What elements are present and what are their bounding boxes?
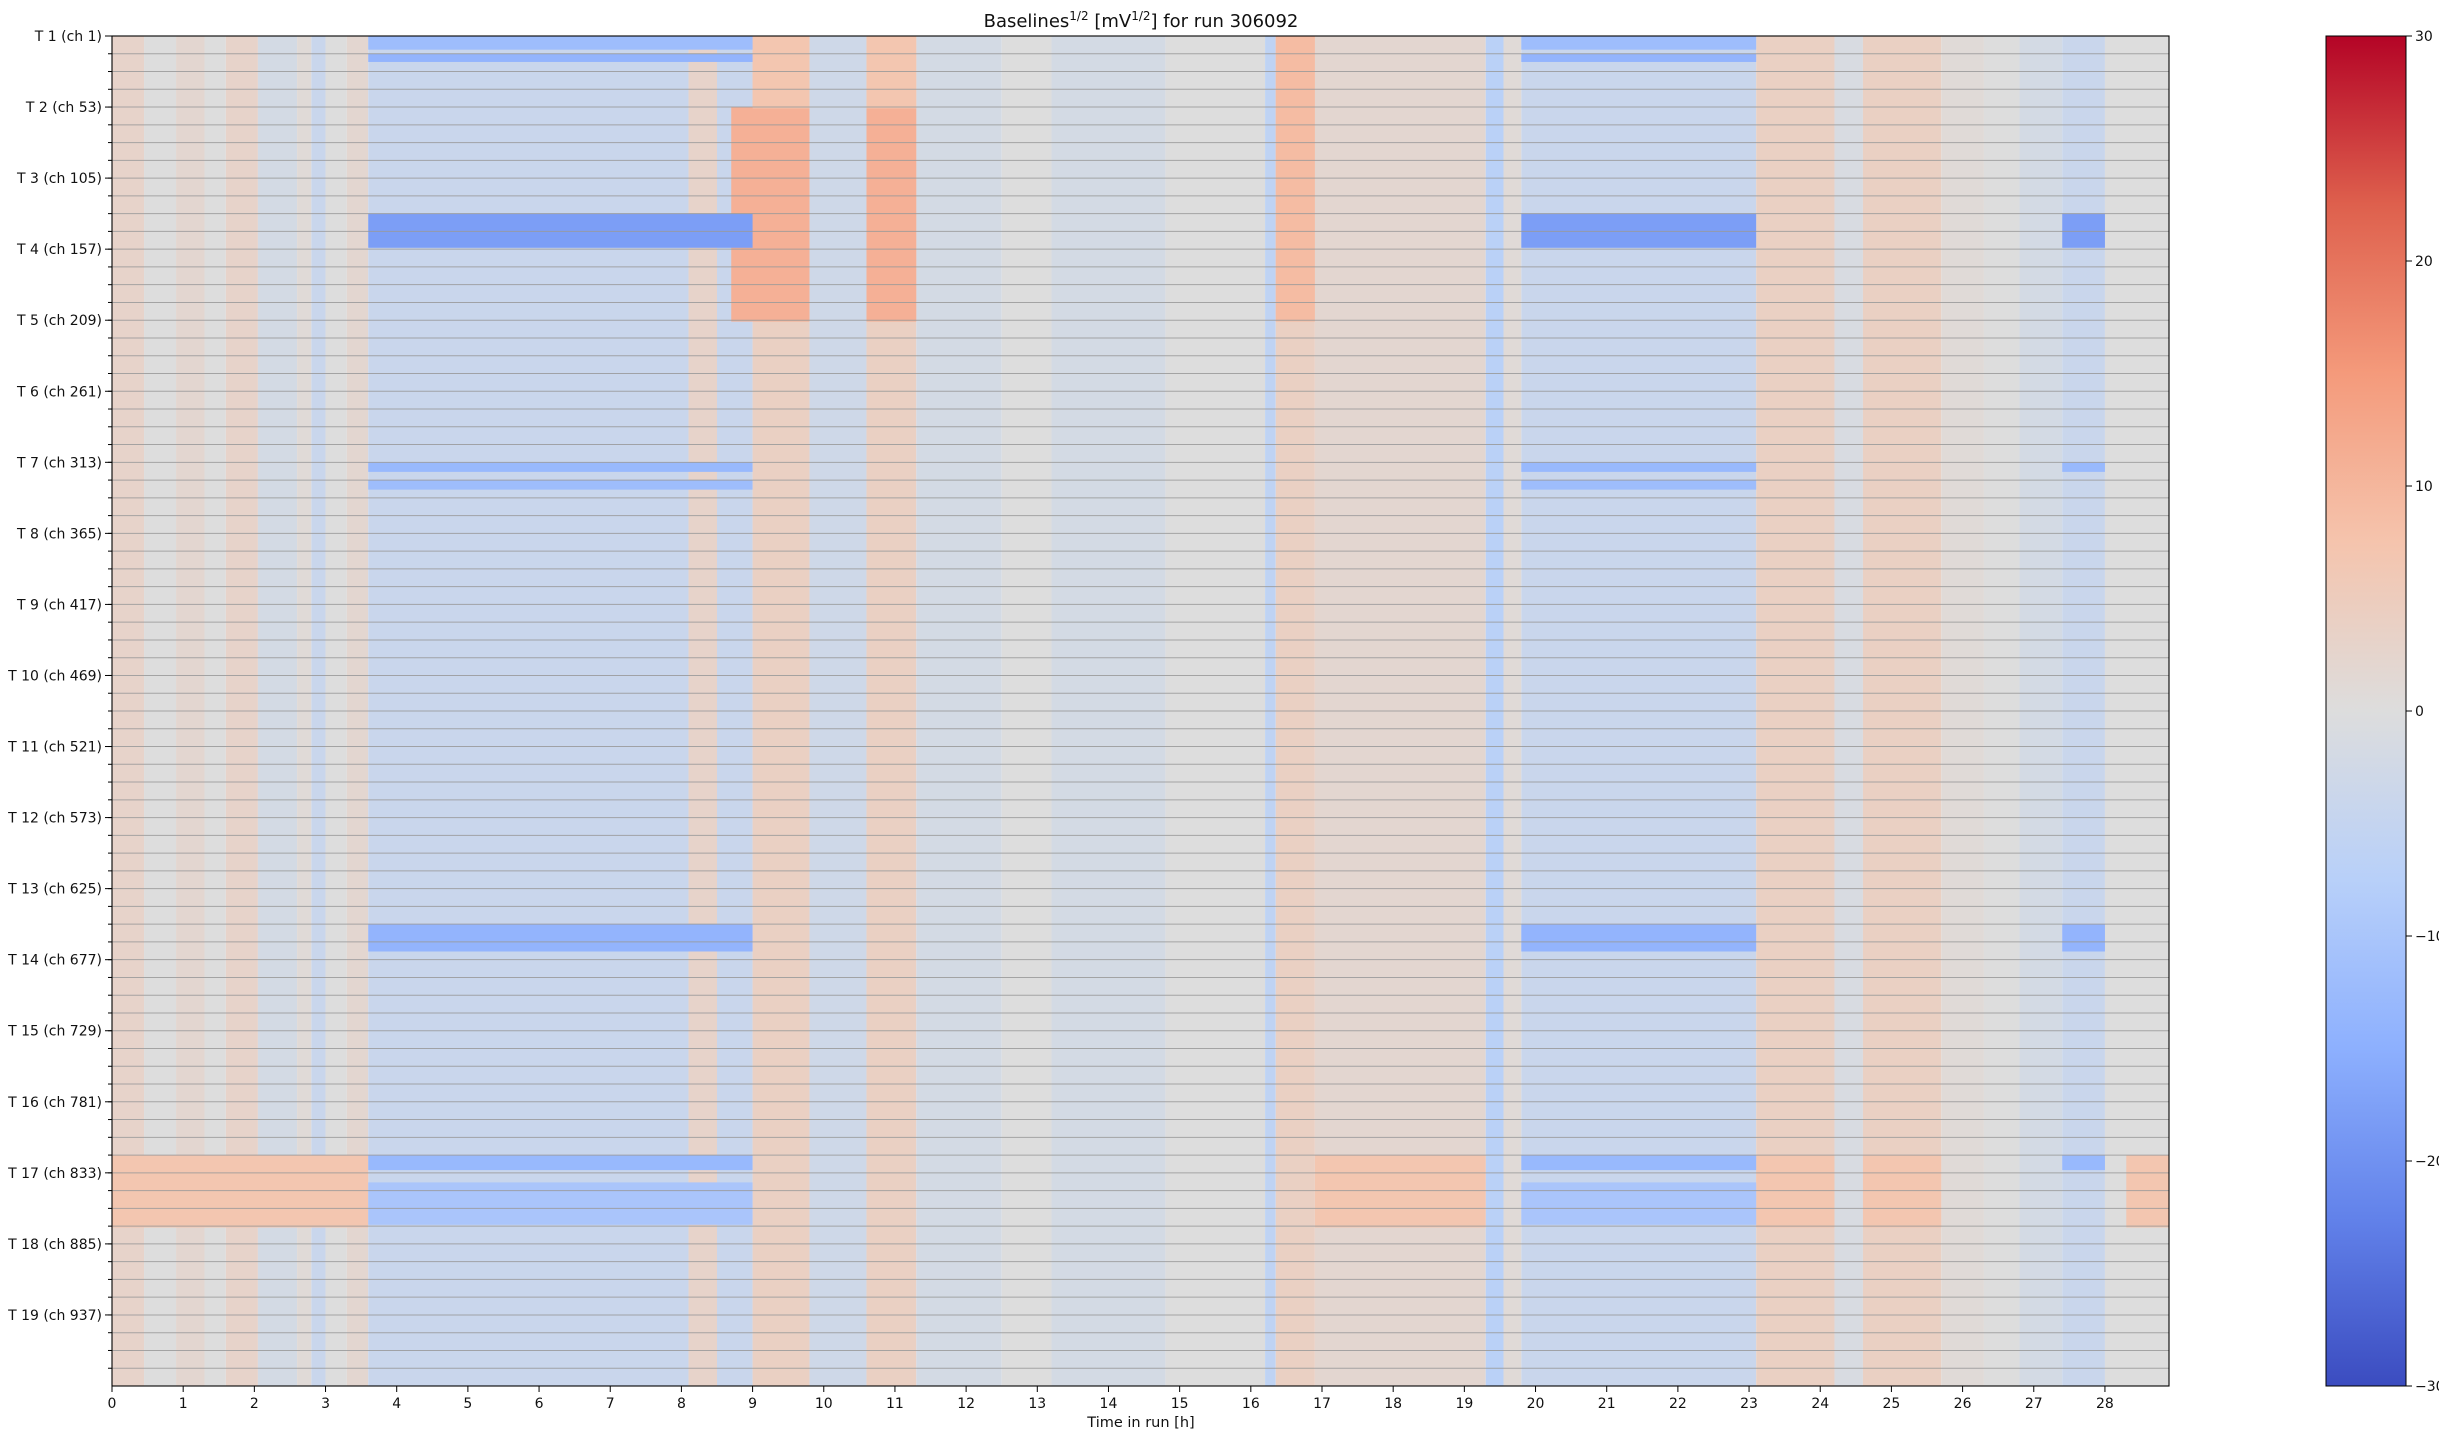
heatmap-cold-band [1521,1155,1757,1171]
y-tick-label: T 6 (ch 261) [16,384,102,400]
y-tick-label: T 17 (ch 833) [7,1166,102,1182]
x-tick-label: 14 [1100,1396,1118,1412]
channel-separators [112,53,2169,1369]
heatmap-cold-band [368,462,753,472]
x-tick-label: 18 [1384,1396,1402,1412]
heatmap-cold-band [1521,1182,1757,1225]
chart-title-middle-sup: 1/2 [1131,9,1150,23]
y-tick-label: T 9 (ch 417) [16,597,102,613]
x-tick-label: 23 [1740,1396,1758,1412]
heatmap-hot-band [866,36,917,109]
chart-title: Baselines1/2 [mV1/2] for run 306092 [984,9,1299,32]
heatmap-cold-band [1521,36,1757,50]
y-tick-label: T 10 (ch 469) [7,668,102,684]
heatmap-cold-band [368,1182,753,1225]
y-tick-label: T 11 (ch 521) [7,740,102,756]
x-tick-label: 3 [321,1396,330,1412]
heatmap-cold-band [1521,480,1757,490]
y-tick-label: T 5 (ch 209) [16,313,102,329]
heatmap-cold-band [1521,924,1757,952]
y-tick-label: T 13 (ch 625) [7,882,102,898]
x-tick-label: 27 [2025,1396,2043,1412]
heatmap-cold-band [368,53,753,62]
y-tick-label: T 3 (ch 105) [16,171,102,187]
chart-title-prefix: Baselines [984,11,1070,32]
heatmap-cold-band [2062,924,2105,952]
y-tick-label: T 4 (ch 157) [16,242,102,258]
x-tick-label: 0 [108,1396,117,1412]
heatmap-warm-band [2126,1155,2169,1228]
heatmap-warm-band [112,1155,369,1228]
x-tick-label: 15 [1171,1396,1189,1412]
heatmap-cold-band [368,924,753,952]
x-tick-label: 22 [1669,1396,1687,1412]
y-tick-label: T 2 (ch 53) [25,100,102,116]
y-tick-label: T 14 (ch 677) [7,953,102,969]
x-tick-label: 13 [1028,1396,1046,1412]
x-tick-label: 8 [677,1396,686,1412]
heatmap-cold-band [2062,1155,2105,1171]
chart-title-suffix: ] for run 306092 [1151,11,1299,32]
x-tick-label: 2 [250,1396,259,1412]
heatmap-cold-band [368,213,753,248]
x-tick-label: 25 [1882,1396,1900,1412]
y-tick-label: T 19 (ch 937) [7,1308,102,1324]
x-tick-label: 17 [1313,1396,1331,1412]
x-tick-label: 5 [463,1396,472,1412]
heatmap-hot-band [866,107,917,322]
x-tick-label: 4 [392,1396,401,1412]
x-tick-label: 1 [179,1396,188,1412]
y-tick-label: T 7 (ch 313) [16,455,102,471]
x-axis-label: Time in run [h] [1086,1415,1194,1431]
heatmap-hot-band [752,36,810,109]
heatmap-cold-band [2062,462,2105,472]
heatmap-warm-band [1862,1155,1942,1228]
x-tick-label: 9 [748,1396,757,1412]
x-tick-label: 7 [606,1396,615,1412]
x-tick-label: 20 [1527,1396,1545,1412]
chart-title-prefix-sup: 1/2 [1069,9,1088,23]
heatmap-cold-band [368,1155,753,1171]
x-tick-label: 11 [886,1396,904,1412]
y-tick-label: T 12 (ch 573) [7,811,102,827]
heatmap-cold-band [2062,213,2105,248]
x-tick-label: 28 [2096,1396,2114,1412]
y-tick-label: T 16 (ch 781) [7,1095,102,1111]
y-tick-label: T 18 (ch 885) [7,1237,102,1253]
x-tick-label: 19 [1455,1396,1473,1412]
heatmap-warm-band [1314,1155,1486,1228]
heatmap-cold-band [1521,53,1757,62]
heatmap-cold-band [368,480,753,490]
y-tick-label: T 15 (ch 729) [7,1024,102,1040]
heatmap-hot-band [1275,36,1315,322]
x-tick-label: 10 [815,1396,833,1412]
heatmap-cold-band [1521,462,1757,472]
x-tick-label: 26 [1954,1396,1972,1412]
x-tick-label: 21 [1598,1396,1616,1412]
chart-title-middle: [mV [1089,11,1132,32]
heatmap-warm-band [1756,1155,1835,1228]
x-tick-label: 6 [535,1396,544,1412]
y-tick-label: T 8 (ch 365) [16,526,102,542]
x-tick-label: 16 [1242,1396,1260,1412]
y-tick-label: T 1 (ch 1) [34,29,102,45]
heatmap-cold-band [1521,213,1757,248]
x-tick-label: 24 [1811,1396,1829,1412]
x-axis: 0 1 2 3 4 5 6 7 8 9 10 11 12 13 14 15 16 17 18 19 20 21 22 23 24… [108,1386,2114,1412]
x-tick-label: 12 [957,1396,975,1412]
y-axis: T 1 (ch 1) T 2 (ch 53) T 3 (ch 105) T 4 (ch… [7,29,112,1369]
heatmap-cold-band [368,36,753,50]
